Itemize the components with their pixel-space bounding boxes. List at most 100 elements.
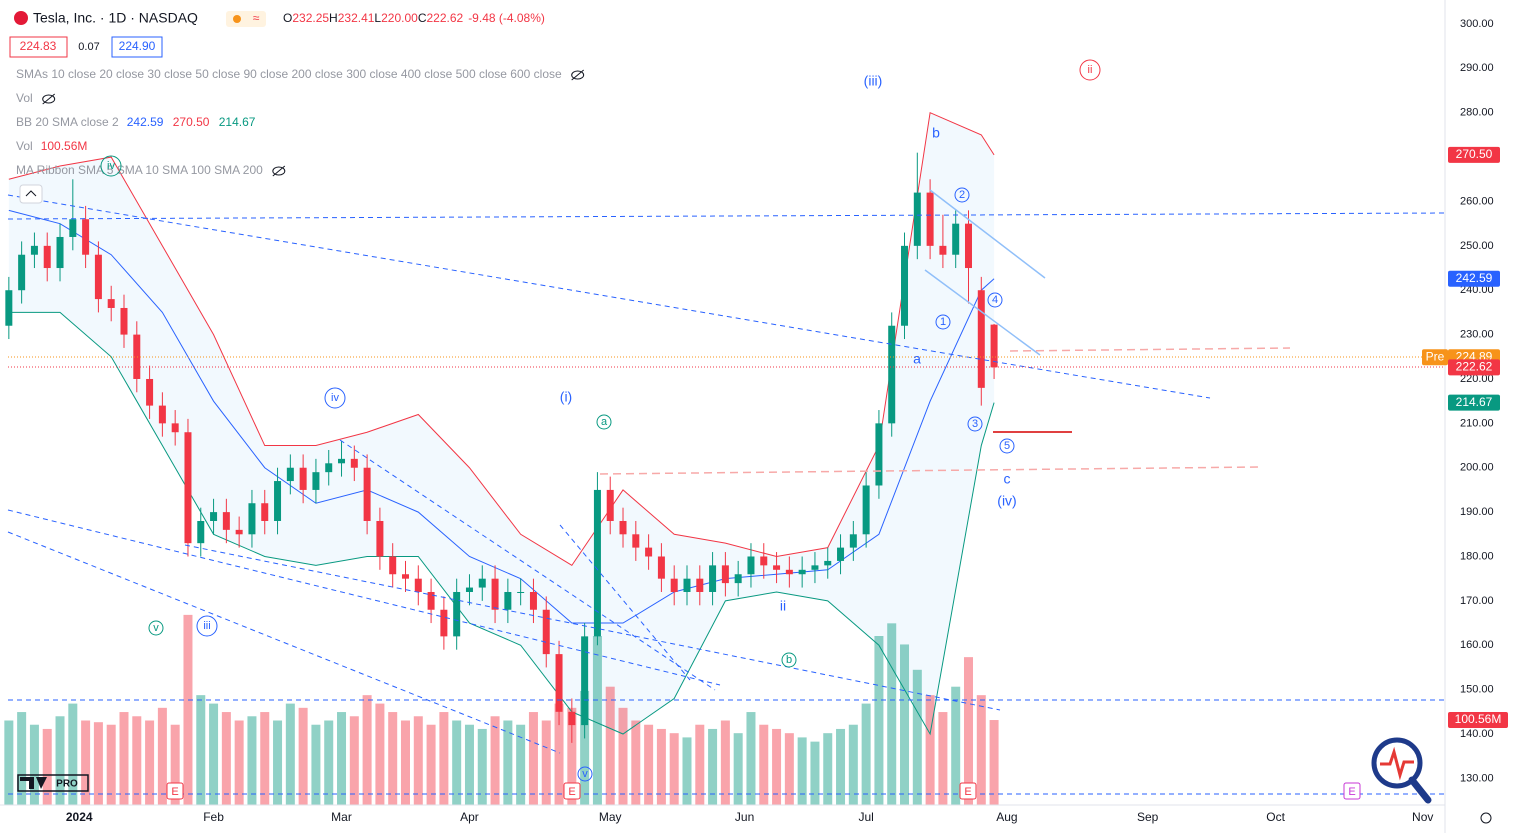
volume-bar [17, 712, 27, 805]
bid: 224.83 [20, 39, 57, 53]
wave-circle [148, 620, 164, 636]
logo-mark [20, 777, 47, 789]
wave-circle [954, 187, 970, 203]
bollinger-lower [8, 311, 995, 736]
candle-body [888, 325, 896, 424]
collapse-button[interactable] [19, 184, 43, 204]
volume-bar [989, 720, 999, 805]
candle-body [30, 245, 38, 255]
volume-bar [68, 703, 78, 805]
trend-line [7, 531, 561, 754]
volume-bar [861, 703, 871, 805]
candle-body [606, 489, 614, 521]
volume-bar [567, 707, 577, 805]
volume-bar [900, 644, 910, 805]
magnifier-icon [1371, 737, 1432, 804]
y-tick-label: 150.00 [1460, 684, 1494, 696]
channel-line [929, 189, 1046, 279]
logo-box [17, 774, 89, 792]
status-badge [226, 11, 266, 27]
candle-body [325, 463, 333, 473]
y-tick-label: 130.00 [1460, 772, 1494, 784]
ohlc-part: 220.00 [381, 11, 418, 25]
y-tick-label: 230.00 [1460, 329, 1494, 341]
volume-bar [644, 724, 654, 805]
volume-bar [452, 720, 462, 805]
hidden-eye-icon [42, 93, 56, 105]
candle-body [146, 378, 154, 406]
handle [1408, 776, 1432, 804]
wave-label: 1 [940, 316, 946, 328]
candle-body [657, 556, 665, 579]
collapse-icon[interactable] [25, 190, 37, 197]
candle-body [94, 254, 102, 300]
price-tag-label: 214.67 [1456, 395, 1493, 409]
volume-bar [298, 707, 308, 805]
volume-bar [874, 636, 884, 805]
ohlc-part: O [283, 11, 292, 25]
volume-bar [669, 733, 679, 805]
wave-label: ii [780, 598, 786, 614]
earnings-marker [563, 782, 581, 800]
candle-body [747, 556, 755, 575]
volume-bar [631, 720, 641, 805]
volume-bar [912, 669, 922, 805]
bid-box [9, 36, 68, 58]
volume-bar [132, 716, 142, 805]
volume-bar [746, 712, 756, 805]
candle-body [939, 245, 947, 255]
candle-body [952, 223, 960, 255]
candle-body [43, 245, 51, 269]
volume-bar [234, 720, 244, 805]
wave-circle [935, 314, 951, 330]
candle-body [504, 591, 512, 610]
settings-icon [1480, 812, 1492, 824]
x-tick-label: Oct [1266, 810, 1285, 824]
volume-bar [592, 636, 602, 805]
x-tick-label: Feb [203, 810, 224, 824]
earnings-label: E [568, 786, 575, 798]
wave-circle [196, 615, 218, 637]
hidden-eye-icon [272, 166, 286, 176]
earnings-marker [959, 782, 977, 800]
candle-body [18, 254, 26, 291]
wave-label: (iv) [997, 493, 1016, 509]
candle-body [389, 556, 397, 575]
wave-circle [987, 292, 1003, 308]
volume-bar [541, 720, 551, 805]
volume-bar [503, 720, 513, 805]
volume-bar [311, 724, 321, 805]
target-line [1009, 347, 1291, 352]
candle-body [401, 574, 409, 579]
ask-box [111, 36, 163, 58]
volume-bar [413, 716, 423, 805]
volume-bar [400, 720, 410, 805]
candle-body [542, 609, 550, 655]
ohlc-part: 222.62 [426, 11, 463, 25]
volume-bar [733, 733, 743, 805]
volume-tag-label: 100.56M [1455, 712, 1502, 726]
wave-label: iii [203, 620, 210, 632]
trend-line [339, 439, 716, 691]
ticker-logo [14, 11, 28, 25]
y-tick-label: 220.00 [1460, 373, 1494, 385]
candle-body [670, 578, 678, 592]
indicator-label: Vol [16, 91, 33, 105]
market-icon: ≈ [253, 11, 260, 25]
earnings-label: E [171, 786, 178, 798]
volume-bar [490, 716, 500, 805]
earnings-marker [166, 782, 184, 800]
pulse [1380, 746, 1414, 781]
candle-body [990, 324, 998, 368]
candle-body [414, 578, 422, 592]
candle-body [581, 636, 589, 726]
volume-tag [1448, 712, 1508, 729]
hidden-eye-icon [571, 69, 584, 81]
volume-bar [93, 722, 103, 805]
volume-bar [388, 712, 398, 805]
y-tick-label: 260.00 [1460, 195, 1494, 207]
volume-bar [29, 724, 39, 805]
candle-body [69, 219, 77, 237]
candle-body [82, 219, 90, 255]
